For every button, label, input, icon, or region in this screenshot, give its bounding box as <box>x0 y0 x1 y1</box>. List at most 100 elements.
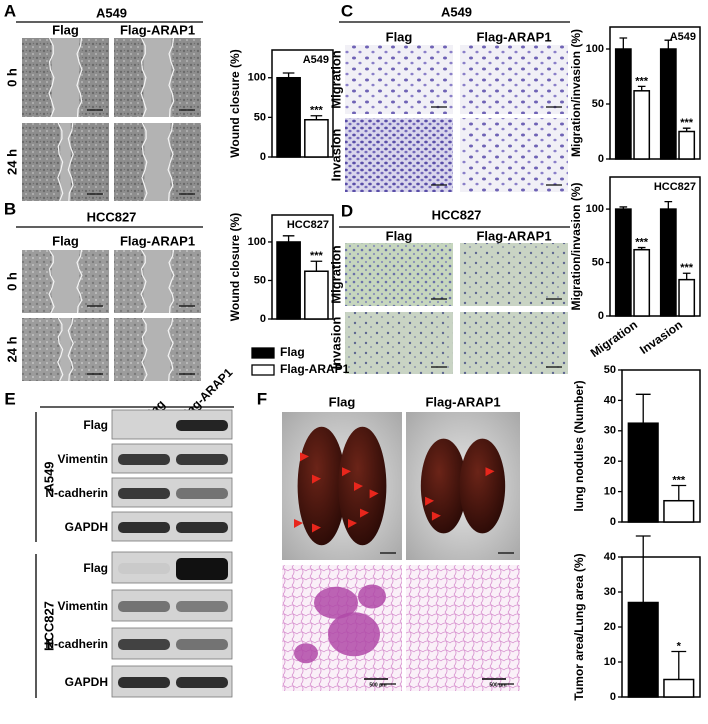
wound-edge <box>167 122 174 202</box>
row-label: 0 h <box>4 68 19 87</box>
y-tick-label: 20 <box>604 621 616 633</box>
error-bar <box>671 484 687 501</box>
panel-label: B <box>4 199 16 218</box>
wound-gap <box>60 318 71 381</box>
column-header: Flag-ARAP1 <box>476 228 551 243</box>
y-tick-label: 0 <box>610 516 616 528</box>
bar <box>663 678 695 698</box>
lung-lobe <box>297 426 346 546</box>
photo <box>114 249 201 314</box>
photo <box>345 312 453 374</box>
arrowhead <box>300 452 309 462</box>
bar <box>276 241 301 320</box>
significance: *** <box>635 75 649 87</box>
photo <box>22 317 109 382</box>
column-header: Flag-ARAP1 <box>476 29 551 44</box>
legend-swatch <box>251 347 275 359</box>
error-bar <box>619 37 628 49</box>
column-header: Flag <box>52 233 79 248</box>
group-label: A549 <box>41 461 56 492</box>
scale-bar-label: 500 μm <box>369 682 387 688</box>
x-tick-label: Migration <box>588 318 640 360</box>
chart-title: HCC827 <box>654 181 696 193</box>
chart-title: A549 <box>303 54 329 66</box>
blot-label: GAPDH <box>65 520 108 534</box>
blot-band <box>118 522 170 533</box>
column-header: Flag <box>52 22 79 37</box>
arrowhead <box>348 519 357 528</box>
y-tick-label: 20 <box>604 455 616 467</box>
plot-frame <box>609 176 701 317</box>
error-bar <box>637 246 646 250</box>
wound-edge <box>167 317 174 382</box>
y-tick-label: 50 <box>254 111 266 123</box>
bar <box>633 248 651 317</box>
wound-edge <box>168 37 175 118</box>
panel-title: HCC827 <box>87 209 137 224</box>
wound-edge <box>48 37 55 118</box>
bar <box>678 278 696 317</box>
error-bar <box>310 115 323 120</box>
error-bar <box>671 650 687 680</box>
row-label: Invasion <box>328 129 343 182</box>
blot-band <box>176 420 228 431</box>
photo <box>460 118 568 192</box>
blot-label: GAPDH <box>65 675 108 689</box>
wound-gap <box>144 123 171 201</box>
column-header: Flag-ARAP1 <box>120 233 195 248</box>
photo-bg <box>406 565 520 691</box>
y-tick-label: 0 <box>260 313 266 325</box>
significance: *** <box>672 474 686 486</box>
error-bar <box>664 200 673 210</box>
y-tick-label: 40 <box>604 551 616 563</box>
tumor-nodule <box>358 584 386 609</box>
significance: *** <box>310 250 324 262</box>
y-axis-label: Wound closure (%) <box>228 49 242 157</box>
arrowhead <box>369 489 379 499</box>
photo <box>282 412 402 560</box>
tumor-nodule <box>314 586 358 619</box>
error-bar <box>282 235 295 242</box>
wound-edge <box>67 317 74 382</box>
arrowhead <box>485 467 495 477</box>
y-tick-label: 100 <box>248 72 266 84</box>
y-axis-label: Migration/invasion (%) <box>569 182 583 310</box>
panel-title: A549 <box>96 5 127 20</box>
photo <box>460 312 568 374</box>
y-axis-label: Wound closure (%) <box>228 213 242 321</box>
wound-gap <box>144 318 171 381</box>
panel-label: D <box>341 201 353 220</box>
wound-edge <box>48 249 55 314</box>
wound-edge <box>141 122 148 202</box>
photo <box>282 565 402 691</box>
photo <box>406 565 520 691</box>
photo <box>22 122 109 202</box>
arrowhead <box>354 482 363 491</box>
row-label: Migration <box>328 50 343 109</box>
y-tick-label: 50 <box>604 364 616 376</box>
tumor-nodule <box>294 643 318 664</box>
y-tick-label: 100 <box>248 236 266 248</box>
bar <box>678 130 696 160</box>
y-tick-label: 30 <box>604 586 616 598</box>
y-axis-label: Tumor area/Lung area (%) <box>572 553 586 700</box>
error-bar <box>637 85 646 91</box>
y-tick-label: 0 <box>598 310 604 322</box>
y-tick-label: 100 <box>586 43 604 55</box>
error-bar <box>310 260 323 272</box>
panel-label: A <box>4 1 16 20</box>
chart-title: A549 <box>670 31 696 43</box>
bar <box>659 208 677 317</box>
error-bar <box>682 272 691 280</box>
plot-frame <box>271 49 334 158</box>
y-tick-label: 50 <box>592 98 604 110</box>
bar <box>276 76 301 158</box>
y-axis-label: lung nodules (Number) <box>572 380 586 511</box>
wound-edge <box>67 122 74 202</box>
lung-lobe <box>420 438 467 534</box>
wound-edge <box>141 317 148 382</box>
error-bar <box>635 535 651 603</box>
photo-bg <box>460 312 568 374</box>
row-label: Migration <box>328 245 343 304</box>
